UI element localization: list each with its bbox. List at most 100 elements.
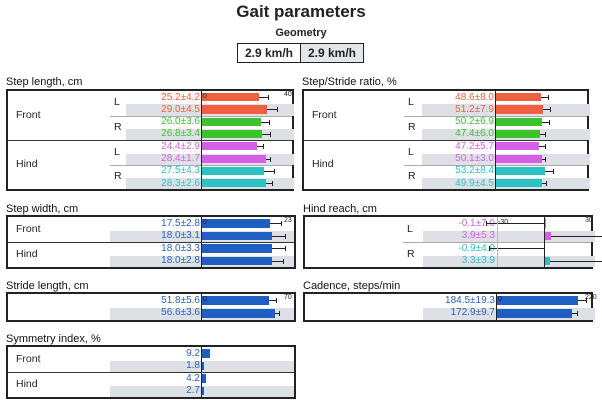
axis-line	[544, 217, 545, 267]
error-bar	[267, 109, 278, 111]
error-bar	[265, 158, 270, 160]
bar	[496, 166, 545, 176]
value-label: 28.3±2.6	[161, 177, 200, 189]
value-label: 24.4±2.9	[161, 140, 200, 152]
value-label: 172.9±9.7	[450, 307, 495, 319]
axis-min-label: 0	[203, 219, 207, 226]
cadence-title: Cadence, steps/min	[303, 280, 401, 292]
error-cap	[576, 311, 578, 317]
error-bar	[270, 223, 282, 225]
value-label: 26.0±3.6	[161, 116, 200, 128]
value-label: 18.0±3.1	[161, 230, 200, 241]
axis-line	[201, 294, 202, 320]
side-label: L	[114, 145, 120, 158]
error-bar	[540, 97, 549, 99]
speed-1[interactable]: 2.9 km/h	[244, 46, 294, 60]
group-separator	[8, 242, 294, 243]
value-label: 184.5±19.3	[445, 294, 495, 306]
step_stride_ratio-panel: Front L 48.6±8.0 51.2±7.9 R 50.2±6.9 47.4±6.0 H…	[302, 89, 590, 192]
bar	[202, 219, 271, 228]
error-bar	[263, 170, 274, 172]
error-bar	[541, 183, 547, 185]
error-cap	[275, 298, 277, 304]
bar	[202, 374, 206, 383]
symmetry_index-panel: Front 9.2 1.8 Hind 4.2 2.7	[6, 345, 296, 400]
bar	[202, 117, 261, 126]
group-label: Front	[16, 352, 41, 365]
group-label: Front	[16, 108, 41, 121]
bar	[202, 179, 266, 188]
value-label: -0.1±7.0	[458, 217, 495, 229]
error-bar	[256, 146, 264, 148]
bar	[202, 349, 211, 358]
bar	[202, 129, 263, 139]
axis-max-label: 220	[585, 294, 597, 301]
side-label: R	[408, 120, 416, 133]
error-cap	[269, 156, 271, 162]
error-cap	[585, 298, 587, 304]
bar	[496, 154, 543, 163]
group-label: Hind	[312, 157, 334, 170]
error-cap	[269, 132, 271, 138]
value-label: 51.2±7.9	[455, 103, 494, 115]
step_length-panel: Front L 25.2±4.2 29.0±4.5 R 26.0±3.6 26.8±3.4 H…	[6, 89, 294, 192]
error-cap	[271, 181, 273, 187]
error-cap	[281, 221, 283, 227]
error-cap	[279, 311, 281, 317]
error-bar	[539, 134, 546, 136]
group-label: Hind	[16, 377, 38, 390]
bar	[202, 93, 259, 102]
bar	[202, 296, 269, 305]
value-label: 56.6±3.6	[161, 307, 200, 319]
section-title: Geometry	[275, 27, 327, 39]
error-bar	[542, 121, 549, 123]
axis-line	[201, 91, 202, 190]
value-label: 26.8±3.4	[161, 128, 200, 140]
bar	[496, 93, 541, 102]
error-bar	[550, 260, 602, 262]
error-bar	[544, 170, 553, 172]
value-label: 49.9±4.5	[455, 177, 494, 189]
bar	[202, 105, 268, 114]
error-cap	[273, 168, 275, 174]
value-label: 18.0±3.3	[161, 242, 200, 254]
error-bar	[272, 260, 284, 262]
bar	[545, 231, 552, 240]
error-cap	[285, 246, 287, 252]
step_width-panel: Front 17.5±2.8 18.0±3.1 Hind 18.0±3.3 18.0±2.…	[6, 215, 296, 269]
bar	[497, 308, 573, 318]
group-label: Hind	[16, 247, 38, 260]
bar	[202, 244, 273, 253]
value-label: 27.5±4.3	[161, 165, 200, 177]
axis-line	[495, 91, 496, 190]
error-bar	[539, 146, 545, 148]
group-label: Front	[312, 108, 337, 121]
step_length-title: Step length, cm	[6, 76, 83, 88]
axis-line	[201, 347, 202, 398]
bar	[202, 256, 273, 265]
bar	[496, 142, 540, 151]
group-separator	[304, 140, 587, 142]
speed-2[interactable]: 2.9 km/h	[300, 44, 363, 62]
side-label: R	[114, 170, 122, 183]
stride_length-title: Stride length, cm	[6, 280, 89, 292]
error-cap	[552, 168, 554, 174]
error-bar	[262, 134, 270, 136]
value-label: 47.4±6.0	[455, 128, 494, 140]
axis-max-label: 40	[284, 91, 292, 98]
error-bar	[274, 313, 280, 315]
error-bar	[258, 97, 269, 99]
error-cap	[546, 181, 548, 187]
step_stride_ratio-title: Step/Stride ratio, %	[302, 76, 397, 88]
value-label: 50.2±6.9	[455, 116, 494, 128]
error-cap	[544, 156, 546, 162]
group-label: Hind	[16, 157, 38, 170]
group-separator	[8, 372, 294, 374]
stride_length-panel: 51.8±5.6 56.6±3.6 0 70	[6, 292, 296, 322]
error-cap	[277, 107, 279, 113]
bar	[202, 361, 204, 371]
side-label: R	[407, 247, 415, 260]
side-label: L	[407, 222, 413, 235]
value-label: 3.9±5.3	[461, 230, 495, 241]
axis-max-label: 23	[284, 217, 292, 224]
